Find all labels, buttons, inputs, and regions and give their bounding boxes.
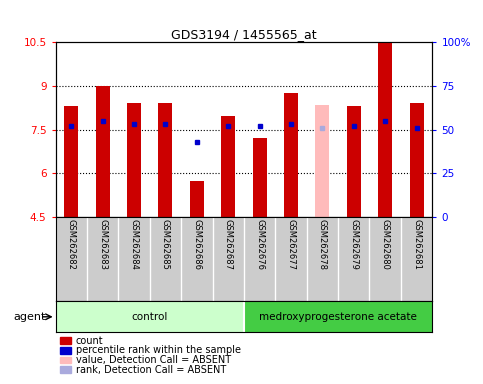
Text: GSM262680: GSM262680	[381, 220, 390, 270]
Text: count: count	[76, 336, 103, 346]
Text: GSM262685: GSM262685	[161, 220, 170, 270]
Title: GDS3194 / 1455565_at: GDS3194 / 1455565_at	[171, 28, 317, 41]
Text: GSM262681: GSM262681	[412, 220, 421, 270]
Bar	[284, 93, 298, 217]
Text: percentile rank within the sample: percentile rank within the sample	[76, 345, 241, 356]
Text: GSM262678: GSM262678	[318, 220, 327, 270]
Bar	[96, 86, 110, 217]
Bar	[190, 180, 204, 217]
Bar	[315, 105, 329, 217]
Bar	[378, 43, 392, 217]
Text: control: control	[131, 312, 168, 322]
Text: medroxyprogesterone acetate: medroxyprogesterone acetate	[259, 312, 417, 322]
Text: agent: agent	[14, 312, 46, 322]
Text: GSM262676: GSM262676	[255, 220, 264, 270]
Bar	[56, 301, 244, 332]
Text: GSM262684: GSM262684	[129, 220, 139, 270]
Text: GSM262683: GSM262683	[98, 220, 107, 270]
Bar	[347, 106, 361, 217]
Text: GSM262687: GSM262687	[224, 220, 233, 270]
Bar	[158, 103, 172, 217]
Text: GSM262677: GSM262677	[286, 220, 296, 270]
Text: GSM262679: GSM262679	[349, 220, 358, 270]
Text: value, Detection Call = ABSENT: value, Detection Call = ABSENT	[76, 355, 231, 365]
Bar	[221, 116, 235, 217]
Text: GSM262682: GSM262682	[67, 220, 76, 270]
Text: GSM262686: GSM262686	[192, 220, 201, 270]
Bar	[410, 103, 424, 217]
Bar	[127, 103, 141, 217]
Bar	[64, 106, 78, 217]
Bar	[253, 138, 267, 217]
Bar	[244, 301, 432, 332]
Text: rank, Detection Call = ABSENT: rank, Detection Call = ABSENT	[76, 364, 226, 375]
